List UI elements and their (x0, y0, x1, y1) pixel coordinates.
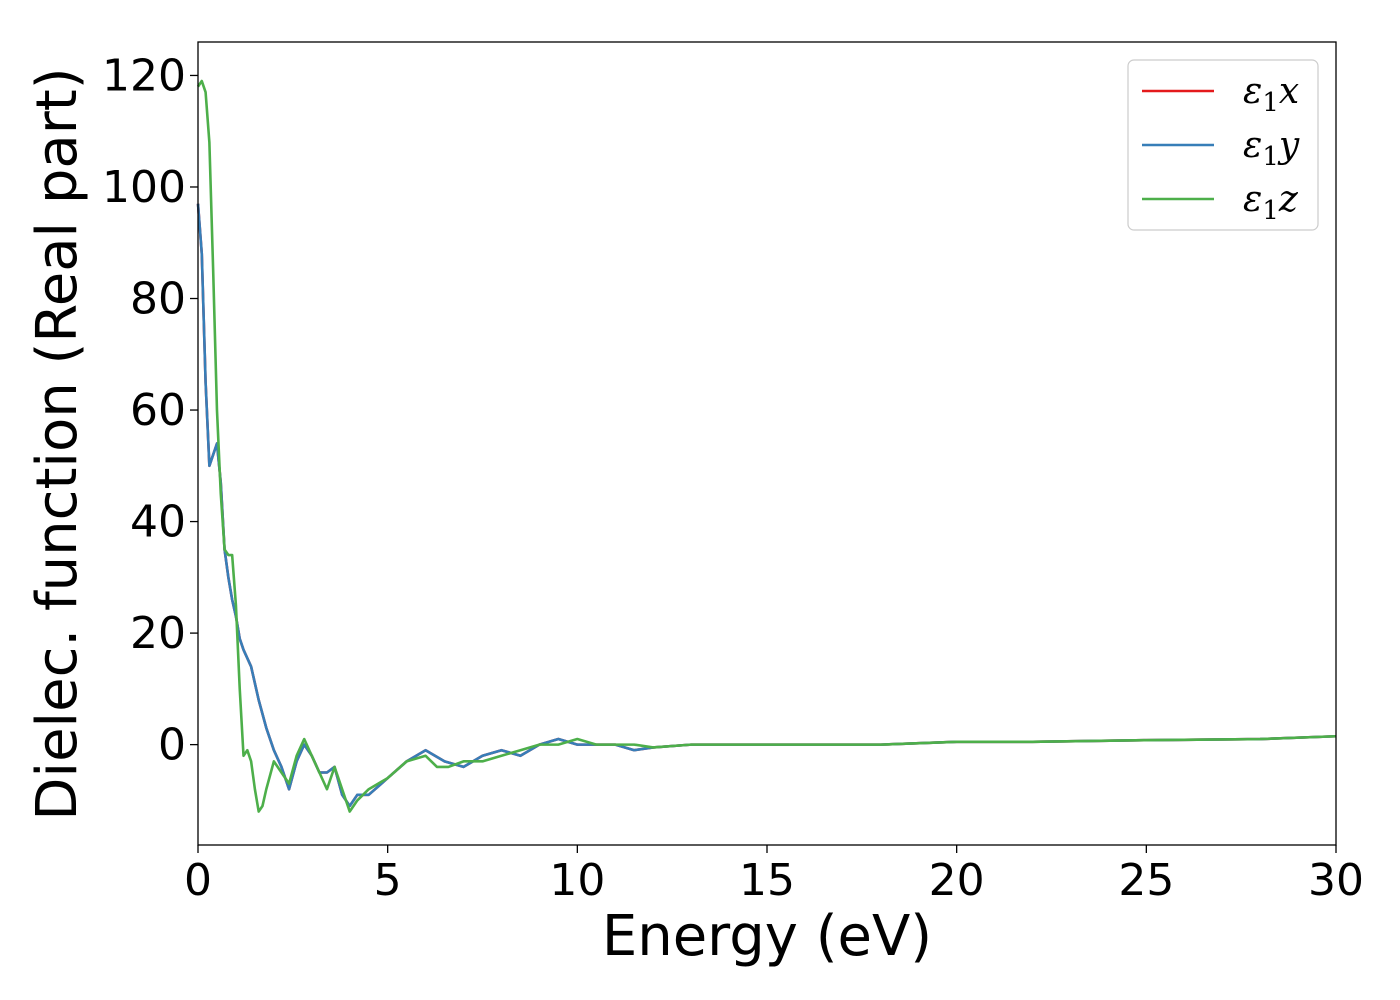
legend-label-suffix: x (1279, 71, 1299, 112)
x-tick-label: 15 (739, 855, 795, 906)
legend-box (1127, 59, 1319, 231)
series-line-z (196, 79, 1337, 813)
series-layer (196, 79, 1337, 813)
y-tick-label: 100 (102, 162, 186, 213)
x-tick-label: 10 (549, 855, 605, 906)
legend-label-main: ε (1243, 125, 1262, 166)
y-axis-label: Dielec. function (Real part) (25, 67, 90, 820)
legend-label-sub: 1 (1262, 142, 1279, 172)
y-tick-label: 0 (158, 720, 186, 771)
legend-label-y: ε1y (1243, 125, 1300, 172)
x-tick-label: 0 (184, 855, 212, 906)
x-axis-label: Energy (eV) (602, 904, 932, 969)
legend-label-sub: 1 (1262, 196, 1279, 226)
legend-label-main: ε (1243, 179, 1262, 220)
x-tick-label: 30 (1308, 855, 1364, 906)
x-axis-ticks: 0 5 10 15 20 25 30 (184, 845, 1364, 906)
legend-label-suffix: y (1277, 125, 1300, 166)
y-tick-label: 60 (130, 385, 186, 436)
x-tick-label: 20 (929, 855, 985, 906)
x-tick-label: 5 (374, 855, 402, 906)
legend-label-z: ε1z (1243, 179, 1299, 226)
legend-label-suffix: z (1278, 179, 1299, 220)
legend-label-sub: 1 (1262, 88, 1279, 118)
legend-label-x: ε1x (1243, 71, 1299, 118)
y-axis-ticks: 0 20 40 60 80 100 120 (102, 50, 198, 771)
y-tick-label: 120 (102, 50, 186, 101)
legend-label-main: ε (1243, 71, 1262, 112)
x-tick-label: 25 (1118, 855, 1174, 906)
y-tick-label: 40 (130, 497, 186, 548)
y-tick-label: 80 (130, 274, 186, 325)
y-tick-label: 20 (130, 608, 186, 659)
